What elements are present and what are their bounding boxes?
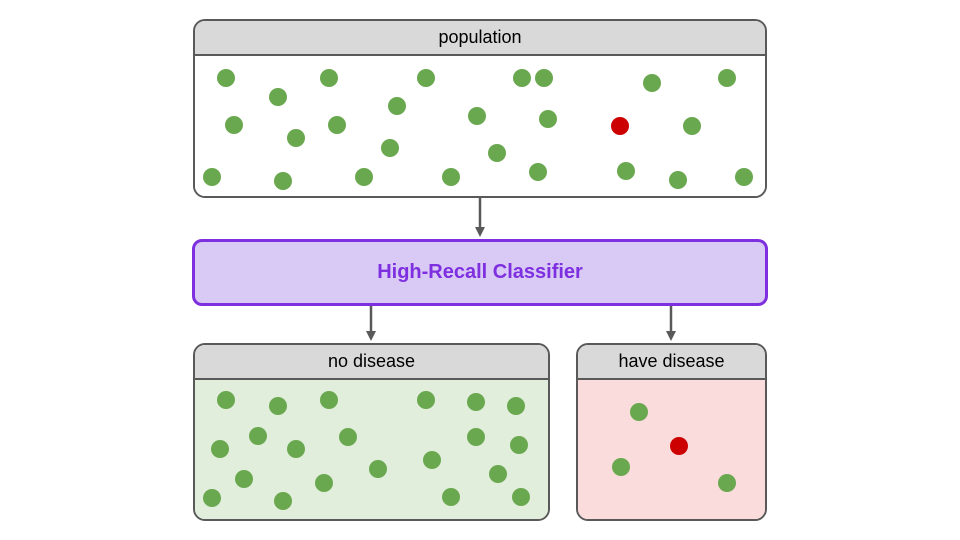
healthy-person-dot (355, 168, 373, 186)
healthy-person-dot (423, 451, 441, 469)
healthy-person-dot (274, 492, 292, 510)
healthy-person-dot (643, 74, 661, 92)
healthy-person-dot (203, 489, 221, 507)
healthy-person-dot (274, 172, 292, 190)
have-disease-body (578, 380, 765, 519)
healthy-person-dot (512, 488, 530, 506)
population-body (195, 56, 765, 196)
healthy-person-dot (217, 69, 235, 87)
healthy-person-dot (388, 97, 406, 115)
healthy-person-dot (442, 168, 460, 186)
diseased-person-dot (611, 117, 629, 135)
healthy-person-dot (225, 116, 243, 134)
healthy-person-dot (468, 107, 486, 125)
healthy-person-dot (442, 488, 460, 506)
have-disease-panel: have disease (576, 343, 767, 521)
healthy-person-dot (339, 428, 357, 446)
healthy-person-dot (287, 440, 305, 458)
healthy-person-dot (217, 391, 235, 409)
healthy-person-dot (510, 436, 528, 454)
healthy-person-dot (612, 458, 630, 476)
healthy-person-dot (669, 171, 687, 189)
population-panel: population (193, 19, 767, 198)
healthy-person-dot (320, 391, 338, 409)
healthy-person-dot (417, 69, 435, 87)
healthy-person-dot (507, 397, 525, 415)
healthy-person-dot (488, 144, 506, 162)
healthy-person-dot (467, 428, 485, 446)
no-disease-panel: no disease (193, 343, 550, 521)
healthy-person-dot (235, 470, 253, 488)
healthy-person-dot (529, 163, 547, 181)
healthy-person-dot (467, 393, 485, 411)
healthy-person-dot (535, 69, 553, 87)
healthy-person-dot (489, 465, 507, 483)
classifier-box: High-Recall Classifier (192, 239, 768, 306)
healthy-person-dot (211, 440, 229, 458)
healthy-person-dot (718, 474, 736, 492)
healthy-person-dot (735, 168, 753, 186)
healthy-person-dot (369, 460, 387, 478)
healthy-person-dot (269, 397, 287, 415)
healthy-person-dot (381, 139, 399, 157)
healthy-person-dot (513, 69, 531, 87)
healthy-person-dot (203, 168, 221, 186)
diseased-person-dot (670, 437, 688, 455)
no-disease-header: no disease (195, 345, 548, 380)
healthy-person-dot (287, 129, 305, 147)
healthy-person-dot (249, 427, 267, 445)
healthy-person-dot (539, 110, 557, 128)
healthy-person-dot (315, 474, 333, 492)
healthy-person-dot (417, 391, 435, 409)
have-disease-header: have disease (578, 345, 765, 380)
healthy-person-dot (630, 403, 648, 421)
healthy-person-dot (269, 88, 287, 106)
healthy-person-dot (683, 117, 701, 135)
population-header: population (195, 21, 765, 56)
healthy-person-dot (320, 69, 338, 87)
healthy-person-dot (617, 162, 635, 180)
healthy-person-dot (328, 116, 346, 134)
no-disease-body (195, 380, 548, 519)
healthy-person-dot (718, 69, 736, 87)
